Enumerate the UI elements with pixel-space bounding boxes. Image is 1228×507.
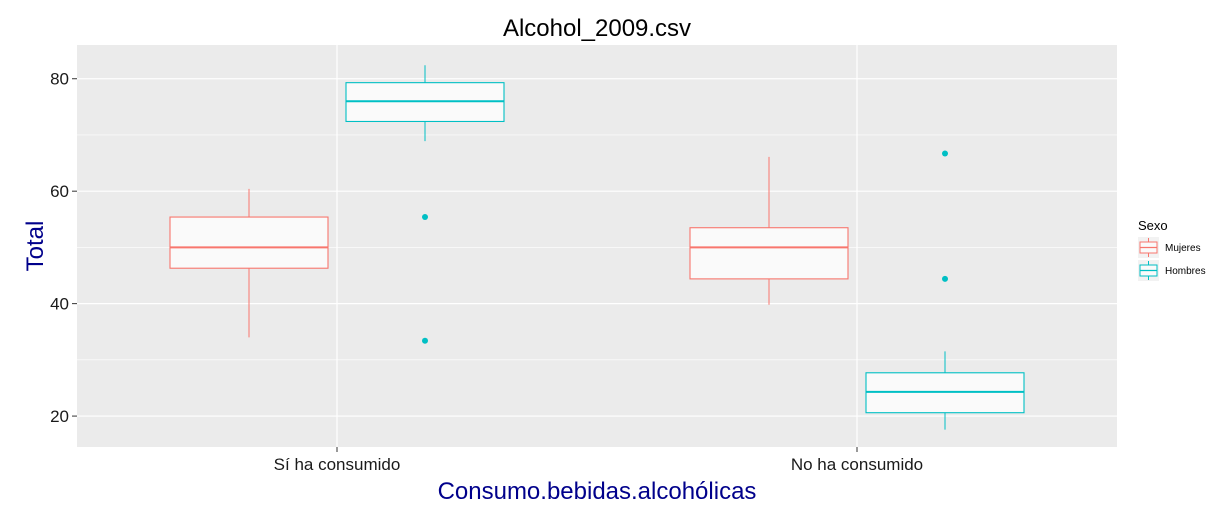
x-axis-title: Consumo.bebidas.alcohólicas xyxy=(438,478,757,505)
chart-title: Alcohol_2009.csv xyxy=(503,15,691,42)
outlier-point xyxy=(942,150,948,157)
boxes xyxy=(169,65,1025,430)
grid-lines xyxy=(77,45,1117,447)
box-hombres-0 xyxy=(345,65,505,344)
y-axis-title: Total xyxy=(22,221,49,272)
y-tick-label: 40 xyxy=(50,295,69,314)
x-tick-label: No ha consumido xyxy=(791,455,923,474)
outlier-point xyxy=(942,275,948,282)
legend: Sexo Mujeres Hombres xyxy=(1138,218,1206,281)
box-iqr xyxy=(689,227,849,280)
box-iqr xyxy=(169,216,329,269)
legend-key-hombres: Hombres xyxy=(1138,260,1206,281)
legend-title: Sexo xyxy=(1138,218,1168,233)
y-tick-label: 60 xyxy=(50,182,69,201)
box-mujeres-0 xyxy=(169,188,329,338)
outlier-point xyxy=(422,337,428,344)
axes: 20 40 60 80 Sí ha consumido No ha consumido xyxy=(50,70,923,474)
box-hombres-1 xyxy=(865,150,1025,430)
legend-label: Mujeres xyxy=(1165,243,1201,254)
box-mujeres-1 xyxy=(689,156,849,305)
y-tick-label: 80 xyxy=(50,70,69,89)
legend-label: Hombres xyxy=(1165,266,1206,277)
outlier-point xyxy=(422,214,428,221)
x-tick-label: Sí ha consumido xyxy=(274,455,401,474)
legend-key-mujeres: Mujeres xyxy=(1138,237,1201,258)
y-tick-label: 20 xyxy=(50,407,69,426)
